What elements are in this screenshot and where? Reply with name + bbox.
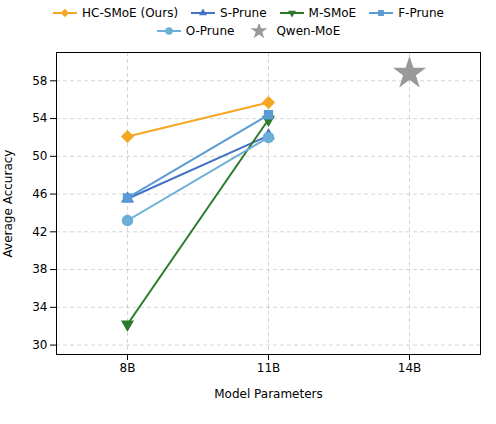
svg-text:30: 30: [32, 338, 47, 352]
svg-text:46: 46: [32, 187, 47, 201]
svg-text:50: 50: [32, 149, 47, 163]
html-text:F-Prune: F-Prune: [398, 6, 444, 20]
svg-text:Model Parameters: Model Parameters: [214, 387, 323, 401]
svg-text:54: 54: [32, 111, 47, 125]
html-text:Qwen-MoE: Qwen-MoE: [276, 24, 341, 38]
html-text:O-Prune: O-Prune: [185, 24, 235, 38]
svg-text:14B: 14B: [398, 361, 422, 375]
svg-text:8B: 8B: [120, 361, 136, 375]
svg-text:42: 42: [32, 225, 47, 239]
html-text:S-Prune: S-Prune: [220, 6, 267, 20]
svg-text:Average Accuracy: Average Accuracy: [1, 150, 15, 258]
svg-text:11B: 11B: [257, 361, 281, 375]
svg-text:38: 38: [32, 262, 47, 276]
html-text:HC-SMoE (Ours): HC-SMoE (Ours): [82, 6, 179, 20]
svg-text:34: 34: [32, 300, 47, 314]
html-text:M-SMoE: M-SMoE: [308, 6, 357, 20]
svg-text:58: 58: [32, 74, 47, 88]
